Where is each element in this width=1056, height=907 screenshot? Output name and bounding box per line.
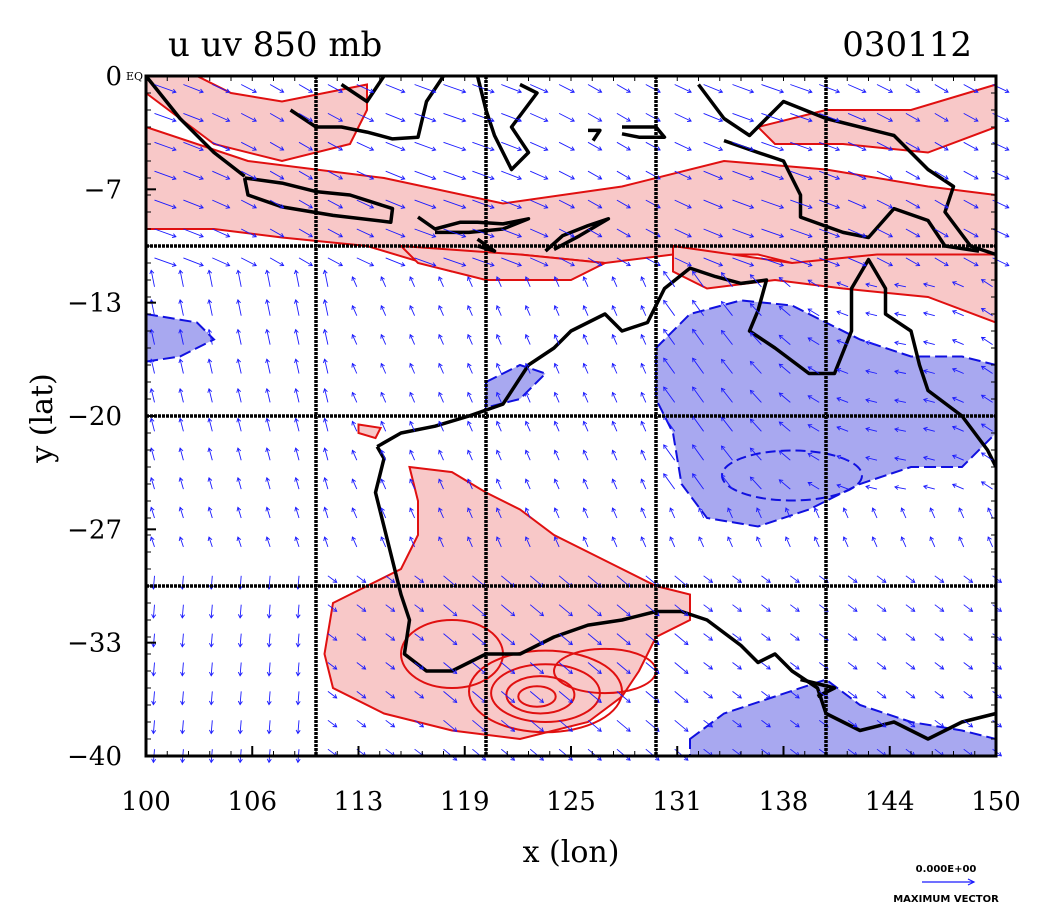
y-tick-label: 0: [105, 62, 122, 92]
x-tick-label: 113: [334, 787, 384, 817]
y-tick-label: −20: [67, 402, 122, 432]
y-tick-label: −27: [67, 515, 122, 545]
x-tick-label: 138: [759, 787, 809, 817]
coast-borneo: [289, 75, 445, 141]
coast-java: [242, 176, 395, 224]
vector-legend: 0.000E+00 MAXIMUM VECTOR: [893, 864, 999, 905]
y-tick-label: −33: [67, 629, 122, 659]
coast-buru: [588, 128, 602, 142]
grid-lines: [146, 76, 996, 756]
wind-vectors: [149, 84, 1010, 764]
y-tick-label: −40: [67, 742, 122, 772]
positive-contour-ring-4: [517, 685, 557, 708]
y-tick-label: −7: [84, 175, 122, 205]
positive-contour-ring-3: [505, 675, 576, 715]
plot-title: u uv 850 mb: [168, 25, 382, 65]
coast-new-guinea-south: [723, 138, 980, 253]
vector-legend-value: 0.000E+00: [916, 864, 977, 875]
coast-new-guinea-north: [697, 83, 997, 257]
x-tick-label: 119: [440, 787, 490, 817]
positive-region-7: [357, 423, 383, 440]
x-tick-label: 125: [546, 787, 596, 817]
x-tick-label: 131: [652, 787, 702, 817]
positive-region-3: [398, 244, 609, 281]
x-tick-label: 150: [971, 787, 1021, 817]
coast-borneo-west: [340, 75, 386, 104]
x-axis-ticks: 100 106 113 119 125 131 138 144 150: [121, 76, 1021, 817]
x-tick-label: 106: [227, 787, 277, 817]
coast-australia-south: [373, 445, 997, 741]
positive-region-4: [672, 244, 997, 324]
equator-label: EQ: [126, 70, 143, 83]
vector-legend-label: MAXIMUM VECTOR: [893, 894, 999, 905]
x-tick-label: 144: [865, 787, 915, 817]
y-axis-ticks: 0 −7 −13 −20 −27 −33 −40: [67, 62, 996, 772]
coast-kangaroo-island: [800, 677, 837, 699]
x-axis-label: x (lon): [523, 835, 620, 870]
coast-timor: [544, 217, 611, 253]
coast-seram: [621, 125, 667, 139]
coast-australia-north: [376, 257, 998, 468]
coast-nusa-tenggara: [416, 215, 531, 235]
coastline: [144, 74, 998, 741]
coast-sumatra: [144, 74, 246, 178]
x-tick-label: 100: [121, 787, 171, 817]
map-plot-area: [144, 74, 1010, 764]
y-tick-label: −13: [67, 289, 122, 319]
plot-date: 030112: [842, 25, 972, 65]
y-axis-label: y (lat): [25, 373, 60, 463]
